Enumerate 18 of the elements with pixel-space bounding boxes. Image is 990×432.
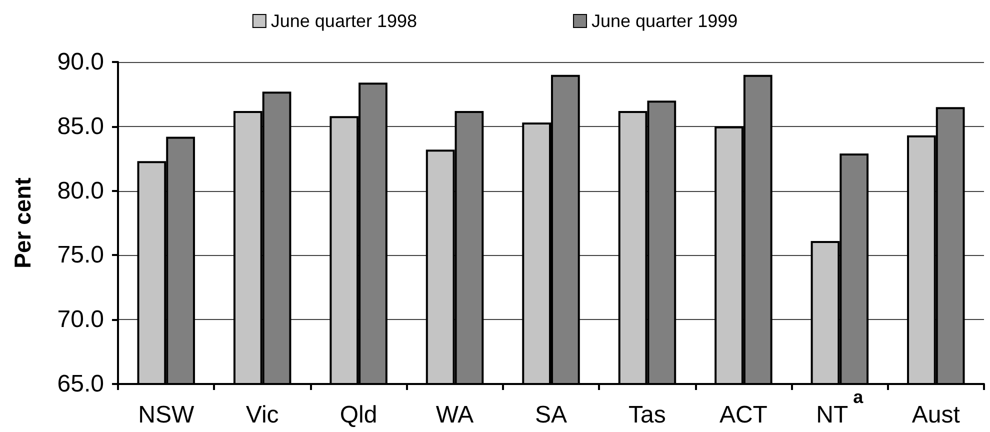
y-axis-title: Per cent [10,177,36,268]
legend-label: June quarter 1999 [592,11,738,31]
x-tick-label: Vic [246,402,279,428]
y-tick-label: 90.0 [57,48,104,76]
x-tick-label: NSW [138,402,194,428]
y-tick-label: 75.0 [57,242,104,269]
y-tick-label: 65.0 [57,370,104,398]
x-tick-label: Tas [628,402,666,428]
x-tick-label: ACT [719,402,768,428]
x-tick-label: WA [436,402,474,428]
legend-label: June quarter 1998 [270,11,417,31]
y-tick-label: 80.0 [57,177,104,204]
y-tick-label: 85.0 [57,112,104,140]
x-tick-label: SA [534,402,568,428]
x-tick-label: Aust [912,402,960,428]
x-tick-label: NTa [816,387,864,428]
y-tick-label: 70.0 [57,306,104,334]
x-tick-label: Qld [340,402,378,428]
